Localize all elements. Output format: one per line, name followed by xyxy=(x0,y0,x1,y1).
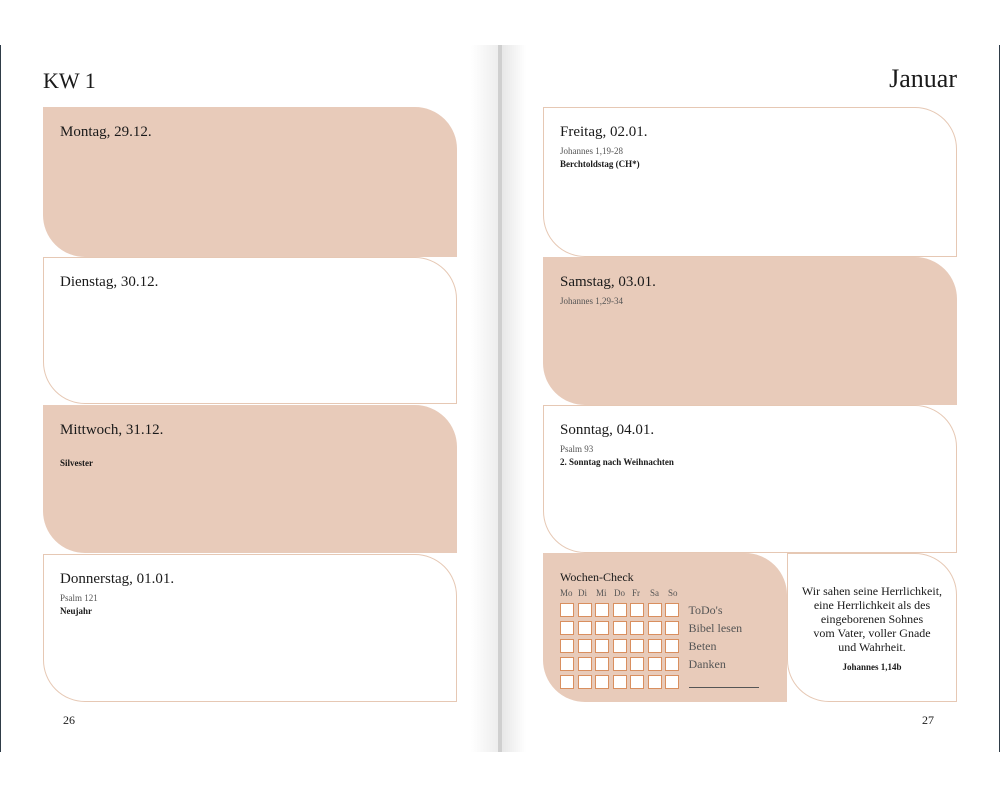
book-gutter xyxy=(498,45,502,752)
day-label: Montag, 29.12. xyxy=(60,124,152,140)
checkbox[interactable] xyxy=(630,603,644,617)
quote-line: eingeborenen Sohnes xyxy=(820,612,924,626)
weekday-label: Do xyxy=(614,588,625,598)
checkbox[interactable] xyxy=(630,621,644,635)
weekday-header: Mo Di Mi Do Fr Sa So xyxy=(560,588,686,598)
day-box-freitag[interactable]: Freitag, 02.01. Johannes 1,19-28 Berchto… xyxy=(543,107,957,257)
day-label: Samstag, 03.01. xyxy=(560,274,656,290)
checkbox[interactable] xyxy=(665,675,679,689)
weekday-label: Fr xyxy=(632,588,641,598)
day-box-donnerstag[interactable]: Donnerstag, 01.01. Psalm 121 Neujahr xyxy=(43,554,457,702)
checkbox[interactable] xyxy=(647,621,662,635)
quote-line: eine Herrlichkeit als des xyxy=(813,598,931,612)
holiday-note: Neujahr xyxy=(60,606,92,616)
day-box-samstag[interactable]: Samstag, 03.01. Johannes 1,29-34 xyxy=(543,257,957,405)
checkbox[interactable] xyxy=(595,657,609,671)
checkbox[interactable] xyxy=(560,639,574,653)
checkbox[interactable] xyxy=(612,603,627,617)
day-label: Sonntag, 04.01. xyxy=(560,422,655,438)
day-label: Donnerstag, 01.01. xyxy=(60,571,175,587)
day-box-sonntag[interactable]: Sonntag, 04.01. Psalm 93 2. Sonntag nach… xyxy=(543,405,957,553)
check-row: Bibel lesen xyxy=(560,619,759,637)
month-header: Januar xyxy=(889,64,957,93)
day-label: Freitag, 02.01. xyxy=(560,124,648,140)
checkbox[interactable] xyxy=(665,639,679,653)
weekday-label: So xyxy=(668,588,678,598)
checkbox[interactable] xyxy=(665,621,679,635)
checkbox[interactable] xyxy=(560,657,574,671)
checkbox[interactable] xyxy=(577,603,592,617)
checkbox[interactable] xyxy=(577,621,592,635)
bible-reading: Johannes 1,29-34 xyxy=(560,296,623,306)
check-row xyxy=(560,673,759,691)
checkbox[interactable] xyxy=(647,639,662,653)
checkbox[interactable] xyxy=(595,675,609,689)
checkbox[interactable] xyxy=(577,657,592,671)
quote-line: vom Vater, voller Gnade xyxy=(813,626,931,640)
check-row-label: Danken xyxy=(688,656,726,671)
checkbox[interactable] xyxy=(577,675,592,689)
blank-label-line[interactable] xyxy=(688,677,759,688)
check-row: Beten xyxy=(560,637,759,655)
checkbox[interactable] xyxy=(560,675,574,689)
day-box-montag[interactable]: Montag, 29.12. xyxy=(43,107,457,257)
checkbox[interactable] xyxy=(630,639,644,653)
checkbox[interactable] xyxy=(577,639,592,653)
check-grid: ToDo's Bibel lesen Beten Danken xyxy=(560,601,759,691)
checkbox[interactable] xyxy=(612,675,627,689)
checkbox[interactable] xyxy=(612,657,627,671)
check-row: ToDo's xyxy=(560,601,759,619)
weekday-label: Di xyxy=(578,588,587,598)
page-number-left: 26 xyxy=(63,713,75,727)
checkbox[interactable] xyxy=(647,675,662,689)
checkbox[interactable] xyxy=(612,639,627,653)
day-label: Mittwoch, 31.12. xyxy=(60,422,164,438)
quote-box: Wir sahen seine Herrlichkeit, eine Herrl… xyxy=(787,553,957,702)
day-label: Dienstag, 30.12. xyxy=(60,274,159,290)
checkbox[interactable] xyxy=(560,603,574,617)
holiday-note: 2. Sonntag nach Weihnachten xyxy=(560,457,674,467)
checkbox[interactable] xyxy=(647,603,662,617)
bible-reading: Johannes 1,19-28 xyxy=(560,146,623,156)
holiday-note: Silvester xyxy=(60,458,93,468)
bible-quote: Wir sahen seine Herrlichkeit, eine Herrl… xyxy=(788,584,956,674)
day-box-dienstag[interactable]: Dienstag, 30.12. xyxy=(43,257,457,404)
bible-reading: Psalm 121 xyxy=(60,593,98,603)
quote-line: Wir sahen seine Herrlichkeit, xyxy=(801,584,943,598)
checkbox[interactable] xyxy=(560,621,574,635)
checkbox[interactable] xyxy=(630,657,644,671)
wochen-check-box: Wochen-Check Mo Di Mi Do Fr Sa So ToDo's… xyxy=(543,553,787,702)
checkbox[interactable] xyxy=(665,657,679,671)
week-header: KW 1 xyxy=(43,68,96,93)
quote-reference: Johannes 1,14b xyxy=(842,662,902,672)
check-row-label: ToDo's xyxy=(688,602,723,617)
weekday-label: Mi xyxy=(596,588,607,598)
checkbox[interactable] xyxy=(665,603,679,617)
checkbox[interactable] xyxy=(612,621,627,635)
bible-reading: Psalm 93 xyxy=(560,444,594,454)
check-row: Danken xyxy=(560,655,759,673)
check-row-label: Bibel lesen xyxy=(688,620,743,635)
weekday-label: Sa xyxy=(650,588,659,598)
checkbox[interactable] xyxy=(595,603,609,617)
check-row-label: Beten xyxy=(688,638,717,653)
day-box-mittwoch[interactable]: Mittwoch, 31.12. Silvester xyxy=(43,405,457,553)
checkbox[interactable] xyxy=(595,621,609,635)
holiday-note: Berchtoldstag (CH*) xyxy=(560,159,640,169)
checkbox[interactable] xyxy=(647,657,662,671)
quote-line: und Wahrheit. xyxy=(838,640,906,654)
page-number-right: 27 xyxy=(922,713,934,727)
wochen-check-title: Wochen-Check xyxy=(560,570,634,584)
weekday-label: Mo xyxy=(560,588,573,598)
checkbox[interactable] xyxy=(595,639,609,653)
checkbox[interactable] xyxy=(630,675,644,689)
